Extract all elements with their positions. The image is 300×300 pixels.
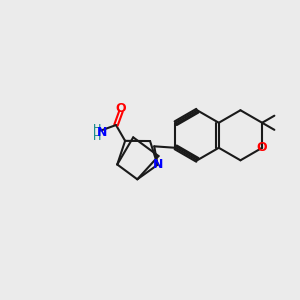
Text: H: H (93, 124, 101, 134)
Text: N: N (153, 158, 163, 171)
Text: N: N (97, 126, 107, 140)
Text: H: H (93, 132, 101, 142)
Text: O: O (116, 102, 126, 115)
Text: O: O (257, 141, 267, 154)
